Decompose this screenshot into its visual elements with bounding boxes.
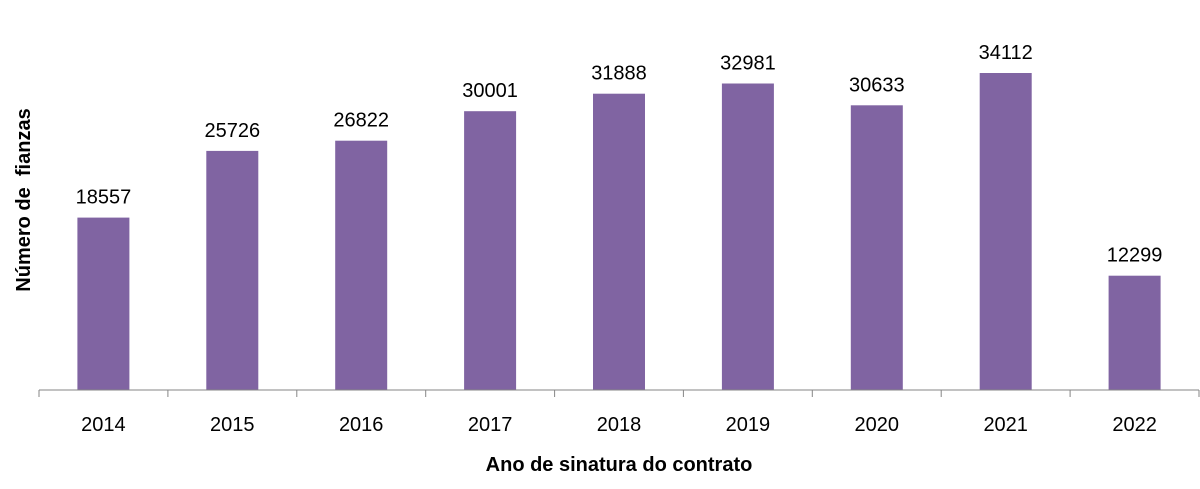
x-tick-label-2022: 2022 [1112, 414, 1157, 436]
x-axis-title: Ano de sinatura do contrato [486, 454, 753, 476]
x-tick-label-2019: 2019 [726, 414, 771, 436]
x-tick-label-2017: 2017 [468, 414, 513, 436]
bar-2017 [464, 111, 517, 390]
x-tick-labels-layer: 2014 2015 2016 2017 2018 2019 2020 2021 2022 [81, 414, 1157, 436]
data-label-2017: 30001 [462, 80, 518, 102]
data-label-2022: 12299 [1107, 245, 1163, 267]
x-tick-label-2021: 2021 [983, 414, 1028, 436]
bar-2015 [206, 150, 259, 390]
data-label-2018: 31888 [591, 63, 647, 85]
y-axis-title: Número de fianzas [13, 108, 35, 291]
x-tick-label-2014: 2014 [81, 414, 126, 436]
bar-2019 [721, 83, 774, 390]
data-label-2015: 25726 [204, 120, 260, 142]
x-tick-label-2020: 2020 [855, 414, 900, 436]
data-label-2021: 34112 [979, 42, 1033, 64]
x-ticks-layer [38, 390, 1200, 397]
data-label-2019: 32981 [720, 53, 776, 75]
data-label-2020: 30633 [849, 74, 905, 96]
bar-2022 [1108, 275, 1161, 390]
bar-2014 [77, 217, 130, 390]
data-label-2014: 18557 [76, 187, 132, 209]
x-tick-label-2016: 2016 [339, 414, 384, 436]
bar-2020 [850, 105, 903, 391]
bar-2021 [979, 73, 1032, 390]
bars-layer [77, 73, 1161, 391]
x-tick-label-2015: 2015 [210, 414, 255, 436]
data-labels-layer: 18557 25726 26822 30001 31888 32981 30633 34112… [76, 42, 1163, 267]
bar-2018 [593, 93, 645, 390]
data-label-2016: 26822 [333, 110, 389, 132]
bar-2016 [335, 140, 388, 390]
x-tick-label-2018: 2018 [597, 414, 642, 436]
